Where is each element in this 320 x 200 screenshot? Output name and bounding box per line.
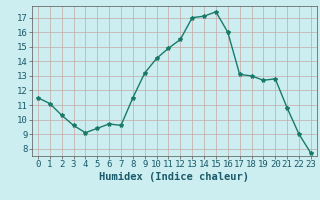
X-axis label: Humidex (Indice chaleur): Humidex (Indice chaleur) — [100, 172, 249, 182]
